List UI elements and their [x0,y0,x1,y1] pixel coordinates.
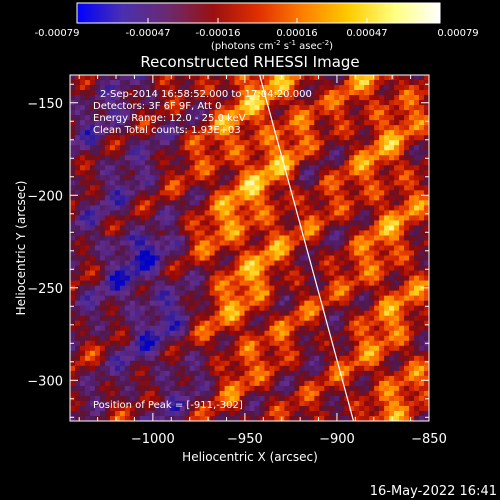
x-tick-labels: −1000 −950 −900 −850 [131,432,447,447]
colorbar-tick-labels: -0.00079 -0.00047 -0.00016 0.00016 0.000… [35,28,479,39]
colorbar-tick-label: 0.00016 [276,28,317,39]
annotation-energy: Energy Range: 12.0 - 25.0 keV [93,113,246,124]
solar-limb-line [259,75,355,421]
colorbar [76,2,441,24]
colorbar-tick-label: 0.00079 [437,28,478,39]
colorbar-tick-label: 0.00047 [346,28,387,39]
annotation-method: Clean Total counts: 1.93E+03 [93,125,241,136]
x-tick-label: −950 [227,432,263,447]
y-tick-labels: −150 −200 −250 −300 [27,97,63,390]
annotation-detectors: Detectors: 3F 6F 9F, Att 0 [93,101,221,112]
colorbar-tick-label: -0.00016 [196,28,241,39]
y-axis-label: Heliocentric Y (arcsec) [14,181,28,316]
annotation-time: 2-Sep-2014 16:58:52.000 to 17:04:20.000 [100,89,312,100]
footer-timestamp: 16-May-2022 16:41 [370,484,497,499]
y-tick-label: −200 [27,189,63,204]
axis-ticks [70,75,430,421]
x-axis-label: Heliocentric X (arcsec) [182,450,318,464]
chart-title: Reconstructed RHESSI Image [140,53,359,71]
y-tick-label: −300 [27,374,63,389]
colorbar-tick-label: -0.00079 [35,28,80,39]
x-tick-label: −1000 [131,432,175,447]
colorbar-tick-label: -0.00047 [126,28,171,39]
colorbar-ticks [147,18,368,23]
annotation-peak: Position of Peak = [-911,-302] [93,400,243,411]
heatmap-image [70,75,429,421]
plot-frame [69,74,430,422]
y-tick-label: −150 [27,97,63,112]
annotation-block: 2-Sep-2014 16:58:52.000 to 17:04:20.000 … [93,89,312,411]
x-tick-label: −850 [411,432,447,447]
colorbar-units: (photons cm-2 s-1 asec-2) [211,39,333,52]
y-tick-label: −250 [27,282,63,297]
x-tick-label: −900 [319,432,355,447]
